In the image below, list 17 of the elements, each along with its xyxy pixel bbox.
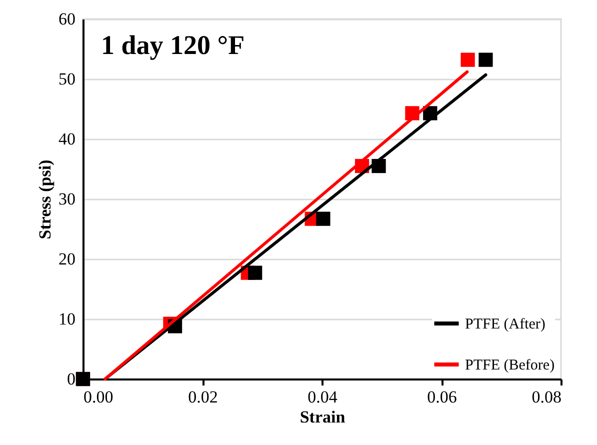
y-tick-label: 40: [58, 130, 76, 148]
x-tick-label: 0.04: [308, 388, 338, 406]
y-tick-label: 30: [58, 190, 76, 208]
y-tick-label: 20: [58, 250, 76, 268]
y-tick-label: 50: [58, 70, 76, 88]
legend-label: PTFE (Before): [465, 358, 555, 374]
y-tick-label: 60: [58, 10, 76, 28]
x-axis-title: Strain: [300, 408, 346, 426]
legend-label: PTFE (After): [465, 316, 546, 332]
x-tick-label: 0.00: [84, 388, 114, 406]
chart-title: 1 day 120 °F: [101, 30, 245, 60]
y-tick-label: 10: [58, 310, 76, 328]
y-axis-title: Stress (psi): [36, 160, 54, 240]
y-tick-label: 0: [67, 370, 76, 388]
x-tick-label: 0.06: [427, 388, 457, 406]
x-tick-label: 0.08: [532, 388, 562, 406]
x-tick-label: 0.02: [188, 388, 218, 406]
